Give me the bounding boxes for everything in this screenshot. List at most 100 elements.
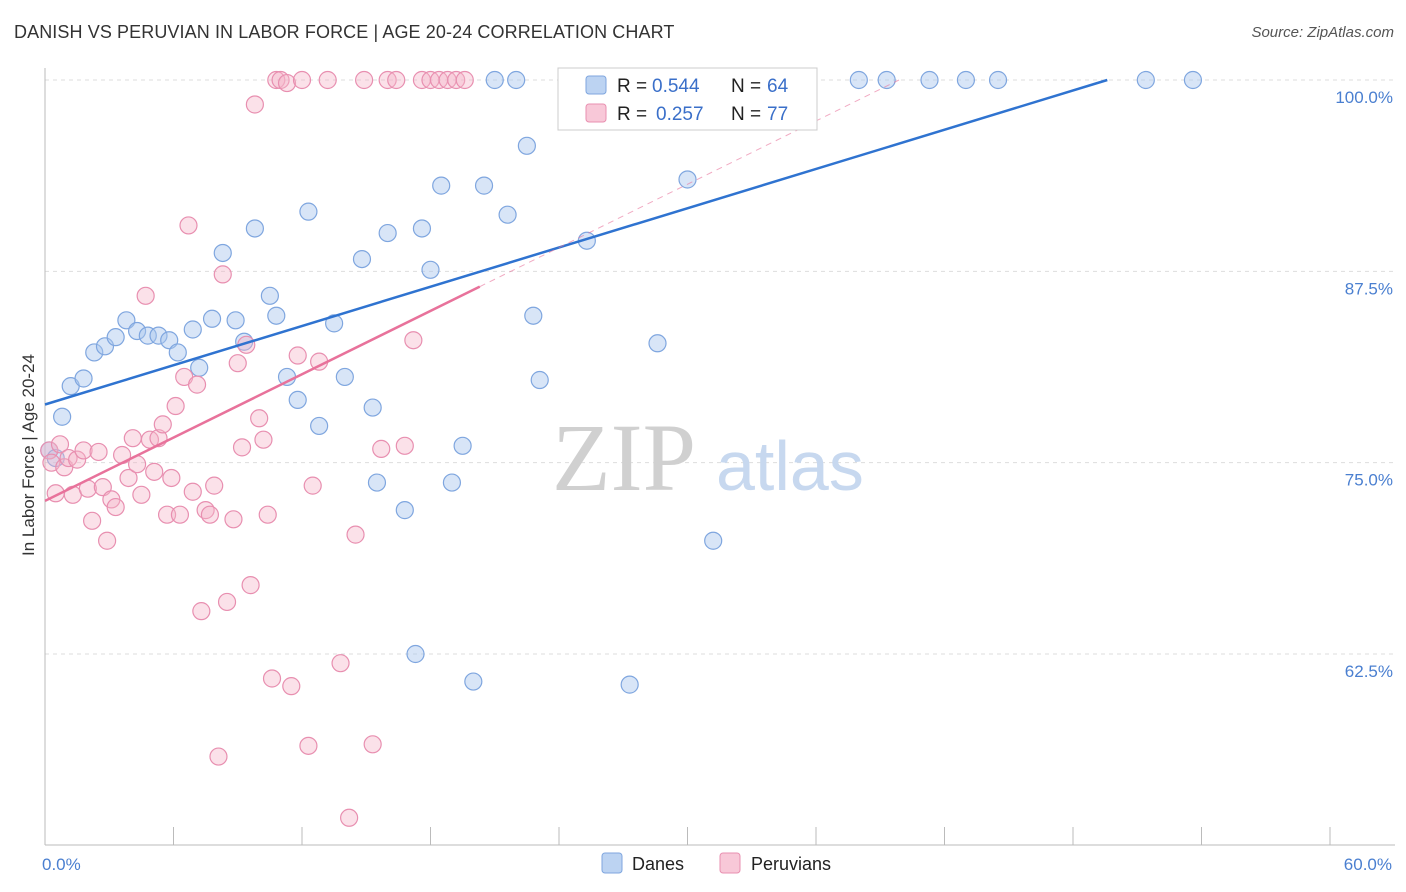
danes-point-9 <box>127 321 147 341</box>
legend-swatch-danes <box>585 75 607 95</box>
y-tick-label-2: 87.5% <box>1345 279 1393 298</box>
peruvians-point-23 <box>145 462 164 481</box>
chart-title: DANISH VS PERUVIAN IN LABOR FORCE | AGE … <box>14 22 675 42</box>
danes-point-38 <box>442 473 462 492</box>
danes-point-2 <box>53 407 72 426</box>
danes-point-41 <box>474 176 494 195</box>
peruvians-point-37 <box>205 476 224 495</box>
danes-point-34 <box>406 644 425 664</box>
danes-point-5 <box>85 343 104 362</box>
danes-point-51 <box>620 675 639 694</box>
danes-point-7 <box>106 328 125 347</box>
peruvians-point-47 <box>250 409 269 428</box>
danes-point-18 <box>226 311 245 330</box>
x-tick-label-min: 0.0% <box>42 855 81 874</box>
bottom-legend-swatch-danes <box>601 852 623 874</box>
legend-n-value-peruvians: 77 <box>767 104 788 125</box>
peruvians-point-13 <box>98 531 117 550</box>
peruvians-point-18 <box>123 429 142 448</box>
danes-point-29 <box>352 249 372 269</box>
bottom-legend-label-danes: Danes <box>632 854 684 874</box>
peruvians-point-69 <box>395 436 414 455</box>
peruvians-point-32 <box>183 482 202 501</box>
watermark: ZIP atlas <box>552 404 864 511</box>
danes-point-46 <box>524 306 543 325</box>
peruvians-trend-line <box>44 285 481 503</box>
peruvians-point-11 <box>89 442 108 462</box>
danes-point-44 <box>507 70 526 90</box>
peruvians-point-68 <box>387 70 406 90</box>
peruvians-point-57 <box>299 736 318 755</box>
danes-point-37 <box>432 176 451 195</box>
legend-r-value-danes: 0.544 <box>652 76 700 97</box>
bottom-legend-label-peruvians: Peruvians <box>751 854 831 874</box>
trend-lines <box>44 78 1108 503</box>
peruvians-point-58 <box>303 476 322 495</box>
danes-point-21 <box>260 286 279 305</box>
y-axis-title: In Labor Force | Age 20-24 <box>19 354 38 556</box>
danes-point-8 <box>117 311 136 330</box>
danes-point-13 <box>168 343 187 362</box>
grid-lines <box>45 79 1395 655</box>
peruvians-point-20 <box>132 485 151 504</box>
x-tick-label-max: 60.0% <box>1344 855 1392 874</box>
peruvians-point-42 <box>228 354 247 373</box>
peruvians-point-39 <box>213 265 232 284</box>
danes-point-31 <box>367 473 387 492</box>
danes-point-42 <box>485 70 504 90</box>
danes-point-11 <box>149 326 168 345</box>
danes-point-43 <box>498 205 517 224</box>
legend-n-label-peruvians: N = <box>731 104 761 125</box>
danes-points <box>40 70 1203 694</box>
peruvians-point-43 <box>232 438 252 457</box>
peruvians-point-61 <box>331 654 350 673</box>
danes-point-60 <box>956 70 976 90</box>
danes-point-53 <box>678 170 697 189</box>
danes-point-61 <box>988 70 1008 90</box>
peruvians-point-53 <box>277 73 297 93</box>
legend-r-label-danes: R = <box>617 76 647 97</box>
danes-point-26 <box>310 416 329 436</box>
danes-trend-line <box>44 78 1108 406</box>
peruvians-point-50 <box>262 669 282 688</box>
peruvians-point-66 <box>372 439 391 458</box>
danes-point-36 <box>421 260 440 279</box>
peruvians-point-46 <box>245 95 264 114</box>
danes-point-45 <box>517 136 536 155</box>
peruvians-point-51 <box>267 70 286 90</box>
watermark-zip: ZIP <box>552 404 696 511</box>
danes-point-54 <box>704 531 723 550</box>
danes-point-20 <box>245 219 264 238</box>
danes-point-57 <box>849 70 868 90</box>
peruvians-point-8 <box>74 441 93 460</box>
peruvians-point-33 <box>187 375 207 394</box>
peruvians-point-15 <box>106 497 125 517</box>
danes-point-25 <box>299 202 318 221</box>
peruvians-point-41 <box>224 510 243 529</box>
danes-point-63 <box>1183 70 1203 90</box>
y-tick-label-0: 62.5% <box>1345 662 1393 681</box>
peruvians-points <box>40 70 474 827</box>
peruvians-point-27 <box>162 468 181 488</box>
peruvians-point-38 <box>209 747 228 766</box>
peruvians-point-45 <box>241 576 260 595</box>
y-tick-label-3: 100.0% <box>1335 88 1393 107</box>
watermark-atlas: atlas <box>716 427 864 505</box>
peruvians-point-63 <box>346 525 365 544</box>
y-tick-label-1: 75.0% <box>1345 471 1393 490</box>
peruvians-point-70 <box>404 331 423 350</box>
peruvians-point-17 <box>119 468 138 488</box>
bottom-legend-swatch-peruvians <box>719 852 741 874</box>
peruvians-point-56 <box>292 70 312 90</box>
peruvians-trend-extension <box>479 79 900 288</box>
peruvians-point-36 <box>200 505 220 524</box>
danes-point-14 <box>183 320 202 339</box>
peruvians-point-21 <box>136 286 155 305</box>
danes-point-10 <box>138 326 157 345</box>
peruvians-point-25 <box>153 415 172 434</box>
peruvians-point-55 <box>288 346 307 365</box>
peruvians-point-10 <box>83 511 102 530</box>
peruvians-point-76 <box>455 70 474 90</box>
danes-point-17 <box>213 243 232 263</box>
